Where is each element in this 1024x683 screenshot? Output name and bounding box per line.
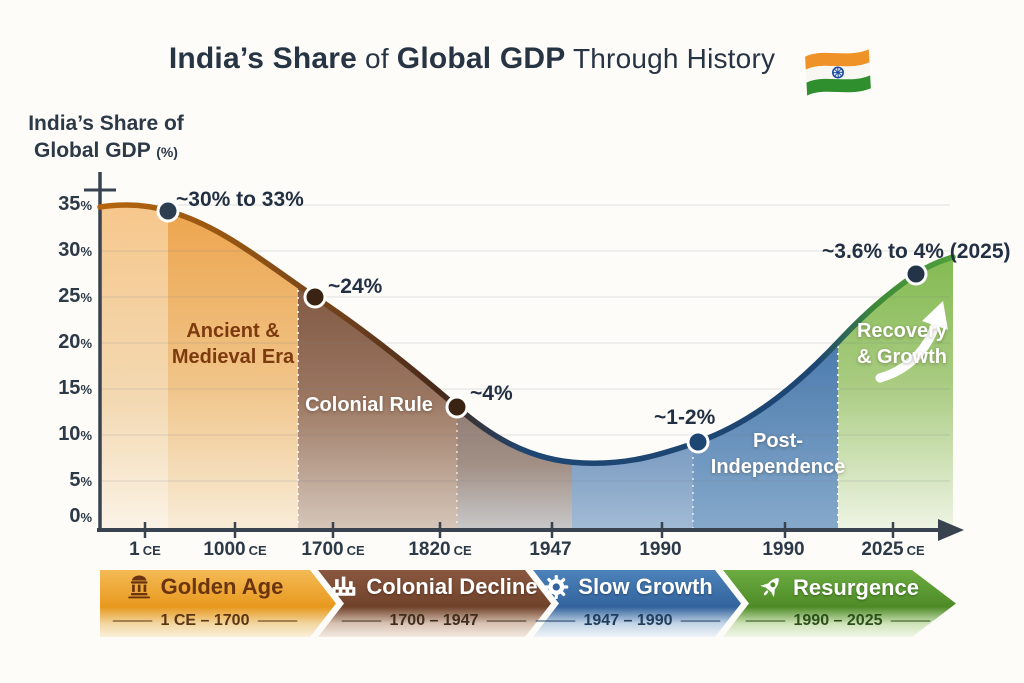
y-tick-35: 35% bbox=[58, 193, 92, 215]
y-tick-5: 5% bbox=[69, 469, 92, 491]
x-tick-1990b: 1990 bbox=[762, 539, 805, 560]
x-tick-1000ce: 1000 CE bbox=[203, 539, 267, 560]
point-1947 bbox=[445, 395, 469, 419]
gridlines bbox=[102, 204, 950, 482]
y-axis-title-line2: Global GDP (%) bbox=[34, 139, 178, 162]
factory-icon bbox=[330, 576, 357, 599]
point-2025 bbox=[904, 262, 928, 286]
y-tick-20: 20% bbox=[58, 331, 92, 353]
y-axis-title: India’s Share of Global GDP (%) bbox=[28, 110, 184, 166]
y-tick-15: 15% bbox=[58, 377, 92, 399]
timeline-range-golden-age: 1 CE – 1700 bbox=[112, 612, 298, 630]
annotation-1990-share: ~1-2% bbox=[654, 406, 716, 429]
era-label-ancient-medieval: Ancient & Medieval Era bbox=[171, 320, 295, 368]
timeline-label-resurgence: Resurgence bbox=[757, 574, 919, 601]
y-axis-title-line1: India’s Share of bbox=[28, 112, 184, 135]
timeline-range-slow-growth: 1947 – 1990 bbox=[535, 612, 721, 630]
x-tick-1700ce: 1700 CE bbox=[301, 539, 365, 560]
point-1990 bbox=[686, 430, 710, 454]
y-tick-30: 30% bbox=[58, 239, 92, 261]
annotation-ancient-share: ~30% to 33% bbox=[176, 188, 304, 211]
y-tick-25: 25% bbox=[58, 285, 92, 307]
point-1700 bbox=[303, 285, 327, 309]
title-part-mid: of bbox=[365, 43, 389, 74]
timeline-label-slow-growth: Slow Growth bbox=[543, 574, 713, 600]
timeline-label-colonial-decline: Colonial Decline bbox=[330, 574, 538, 600]
era-label-recovery-growth: Recovery & Growth bbox=[856, 320, 948, 368]
india-flag-icon bbox=[805, 49, 871, 96]
axes bbox=[84, 172, 942, 538]
timeline-range-colonial-decline: 1700 – 1947 bbox=[341, 612, 527, 630]
era-label-colonial-rule: Colonial Rule bbox=[305, 394, 433, 416]
data-points bbox=[156, 199, 928, 454]
gdp-curve bbox=[97, 202, 956, 467]
era-label-post-independence: Post- Independence bbox=[710, 430, 846, 478]
x-tick-2025ce: 2025 CE bbox=[861, 539, 925, 560]
x-tick-1947: 1947 bbox=[529, 539, 572, 560]
title-part-rest: Through History bbox=[572, 43, 776, 74]
point-ancient bbox=[156, 199, 180, 223]
title-part-bold1: India’s Share bbox=[168, 42, 358, 75]
annotation-1947-share: ~4% bbox=[470, 382, 513, 405]
annotation-1700-share: ~24% bbox=[328, 275, 383, 298]
y-tick-10: 10% bbox=[58, 423, 92, 445]
growth-arrow-icon bbox=[875, 301, 948, 383]
annotation-2025-share: ~3.6% to 4% (2025) bbox=[822, 240, 1011, 263]
title-part-bold2: Global GDP bbox=[396, 42, 566, 75]
x-axis-arrowhead bbox=[938, 519, 964, 541]
x-tick-1ce: 1 CE bbox=[129, 539, 161, 560]
timeline-label-golden-age: Golden Age bbox=[127, 574, 283, 600]
y-tick-0: 0% bbox=[69, 505, 92, 527]
timeline-range-resurgence: 1990 – 2025 bbox=[745, 612, 931, 630]
gear-icon bbox=[543, 574, 569, 600]
bank-icon bbox=[127, 575, 152, 599]
x-tick-1990a: 1990 bbox=[639, 539, 682, 560]
rocket-icon bbox=[757, 574, 784, 601]
page-title: India’s Share of Global GDP Through Hist… bbox=[169, 42, 775, 76]
x-tick-1820ce: 1820 CE bbox=[408, 539, 472, 560]
